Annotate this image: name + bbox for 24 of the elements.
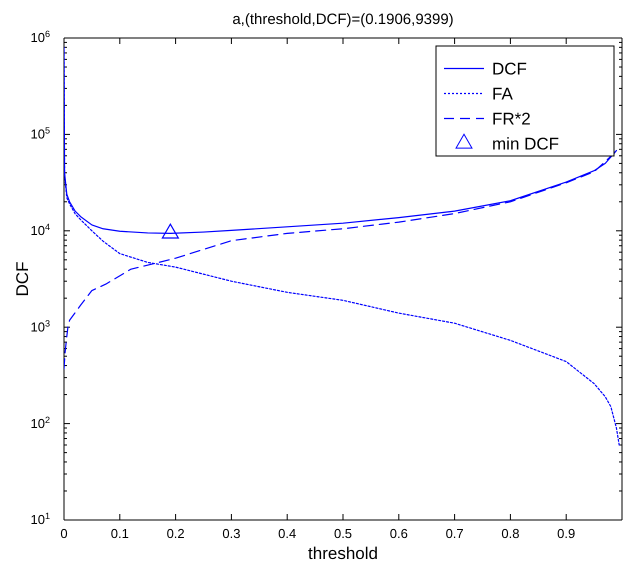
x-tick-label: 0.3 xyxy=(222,526,240,542)
x-axis-title: threshold xyxy=(308,544,378,563)
y-tick-label: 10$^{4}$ xyxy=(30,222,50,238)
y-tick-label: 10$^{2}$ xyxy=(30,414,50,431)
y-tick-label: 10$^{5}$ xyxy=(30,126,50,142)
x-tick-label: 0.6 xyxy=(390,526,408,542)
x-tick-label: 0.7 xyxy=(446,526,464,542)
chart-title: a,(threshold,DCF)=(0.1906,9399) xyxy=(232,11,454,28)
x-tick-label: 0.4 xyxy=(278,526,296,542)
x-tick-label: 0.1 xyxy=(110,526,129,542)
legend-label: FA xyxy=(492,84,514,104)
x-tick-label: 0.5 xyxy=(334,526,352,542)
y-tick-label: 10$^{1}$ xyxy=(30,511,50,528)
x-tick-label: 0.2 xyxy=(166,526,185,542)
x-tick-label: 0 xyxy=(60,526,68,542)
legend-label: DCF xyxy=(492,59,527,78)
legend-label: min DCF xyxy=(492,134,560,154)
y-tick-label: 10$^{3}$ xyxy=(30,318,50,334)
x-tick-label: 0.9 xyxy=(557,526,576,542)
x-tick-label: 0.8 xyxy=(501,526,520,542)
y-axis-title: DCF xyxy=(13,262,32,296)
legend-label: FR*2 xyxy=(492,109,531,128)
line-series xyxy=(64,49,620,446)
y-tick-label: 10$^{6}$ xyxy=(30,29,50,46)
